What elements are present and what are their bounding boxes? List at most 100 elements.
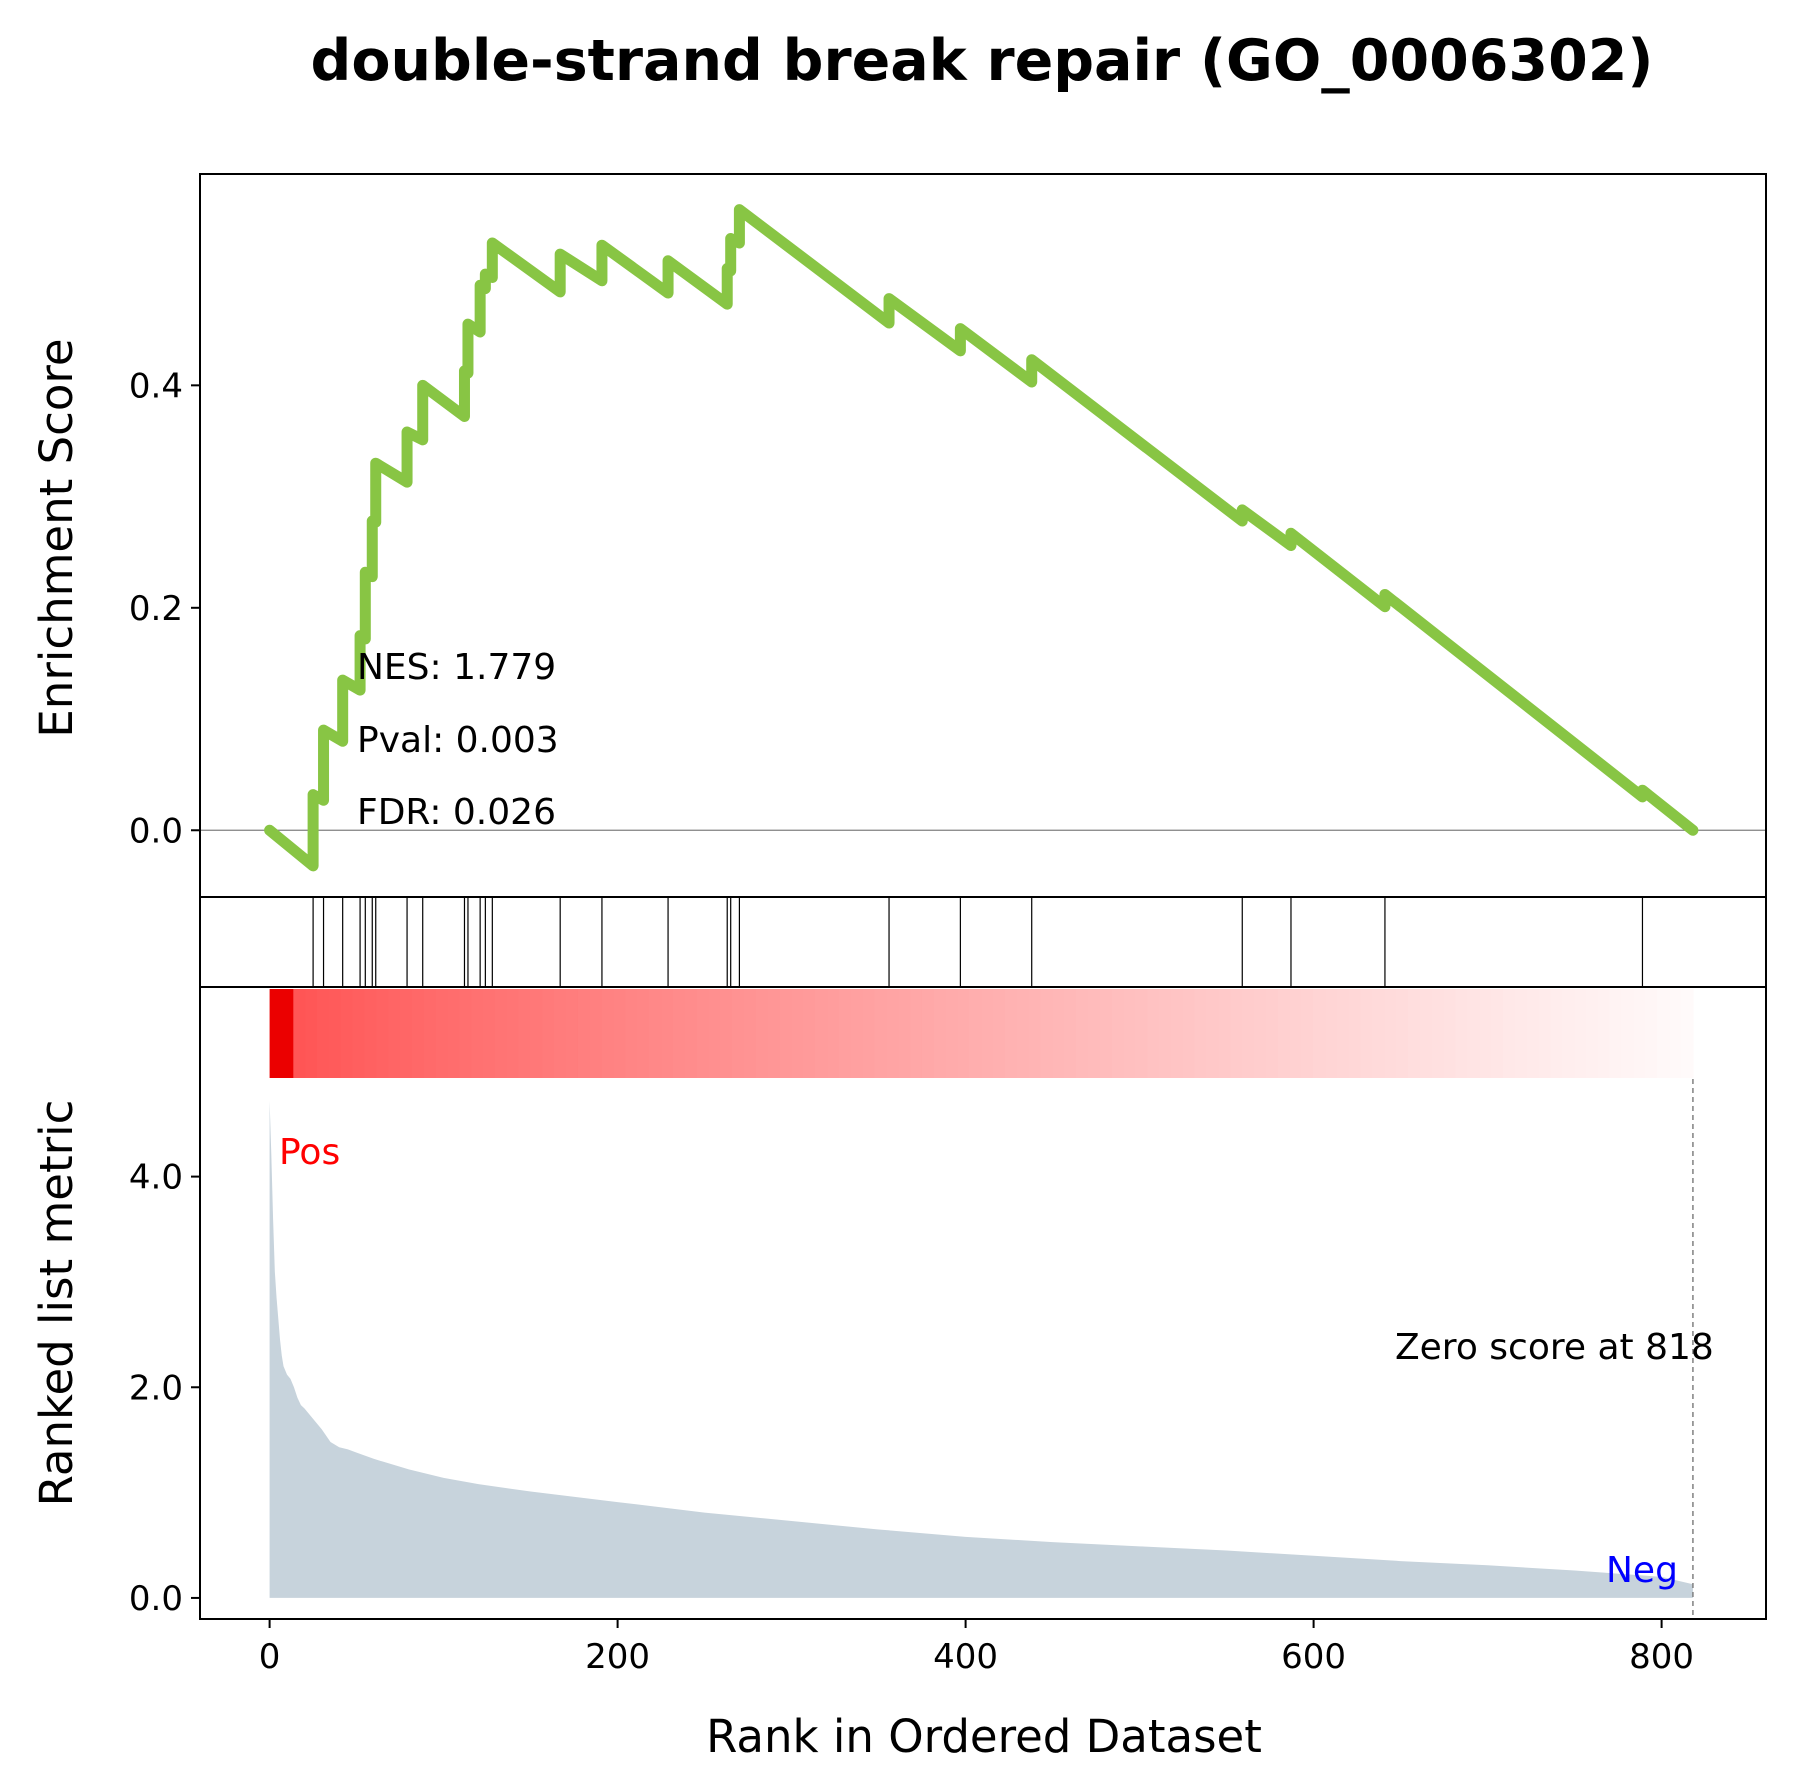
heat-bar-cell [411, 989, 425, 1078]
heat-bar-cell [1265, 989, 1279, 1078]
heat-bar-cell [577, 989, 591, 1078]
heat-bar-cell [1372, 989, 1386, 1078]
heat-bar-cell [1147, 989, 1160, 1078]
metric-y-tick-label: 2.0 [129, 1368, 183, 1408]
heat-bar-cell [601, 989, 615, 1078]
heat-bar-cell [305, 989, 318, 1078]
heat-bar-cell [1586, 989, 1599, 1078]
heat-bar-cell [518, 989, 532, 1078]
metric-y-tick-label: 0.0 [129, 1579, 183, 1619]
heat-bar-cell [1028, 989, 1042, 1078]
heat-bar-cell [791, 989, 804, 1078]
heat-bar-cell [1574, 989, 1587, 1078]
heat-bar-cell [874, 989, 887, 1078]
es-line [264, 204, 1699, 872]
heat-bar-cell [1313, 989, 1326, 1078]
x-tick-label: 0 [259, 1637, 281, 1677]
heat-bar-cell [1099, 989, 1113, 1078]
pos-label: Pos [279, 1132, 340, 1173]
heat-bar-cell [862, 989, 876, 1078]
enrichment-score-panel: NES: 1.779 Pval: 0.003 FDR: 0.026 0.0 0.2… [129, 173, 1767, 898]
heat-bar-cell [1443, 989, 1457, 1078]
heat-bar-cell [1123, 989, 1137, 1078]
es-y-tick-label: 0.0 [129, 811, 183, 851]
heat-bar-cell [340, 989, 354, 1078]
heat-bar-cell [696, 989, 710, 1078]
heat-bar-cell [1621, 989, 1635, 1078]
heat-bar-cell [1016, 989, 1030, 1078]
heat-bar-cell [933, 989, 947, 1078]
heat-bar-cell [672, 989, 686, 1078]
heat-bar-cell [1218, 989, 1231, 1078]
heat-bar-cell [1135, 989, 1148, 1078]
heat-bar-cell [1467, 989, 1481, 1078]
heat-bar-cell [1479, 989, 1492, 1078]
heat-bar-cell [400, 989, 413, 1078]
heat-bar-cell [779, 989, 793, 1078]
gene-hits-panel [199, 896, 1767, 988]
heat-bar-cell [1538, 989, 1552, 1078]
heat-bar-cell [649, 989, 662, 1078]
hit-lines [312, 897, 1644, 987]
zero-score-label: Zero score at 818 [1395, 1327, 1714, 1368]
heat-bar-cell [530, 989, 544, 1078]
es-y-ticks: 0.0 0.2 0.4 [129, 366, 200, 851]
heat-bar-cell [910, 989, 923, 1078]
heat-bar-cell [1277, 989, 1291, 1078]
heat-bar-cell [720, 989, 733, 1078]
heat-bar-cell [850, 989, 864, 1078]
heat-bar-cell [293, 989, 306, 1078]
heat-bar-cell [1064, 989, 1077, 1078]
heat-bar-cell [1337, 989, 1350, 1078]
heat-bar-cell [993, 989, 1006, 1078]
heat-bar-cell [827, 989, 840, 1078]
heat-bar-cell [317, 989, 330, 1078]
x-tick-label: 600 [1281, 1637, 1346, 1677]
heat-bar-cell [542, 989, 555, 1078]
heat-bar-cell [744, 989, 757, 1078]
heat-bar-cell [1526, 989, 1540, 1078]
heat-bar-cell [1171, 989, 1184, 1078]
heat-bar-cell [838, 989, 852, 1078]
heat-bar-cell [1669, 989, 1682, 1078]
heat-bar-cell [637, 989, 650, 1078]
heat-bar-cell [732, 989, 745, 1078]
heat-bar-cell [1396, 989, 1409, 1078]
x-tick-label: 400 [933, 1637, 998, 1677]
heat-bar-cell [554, 989, 567, 1078]
heat-bar-cell [1206, 989, 1220, 1078]
heat-bar-cell [969, 989, 982, 1078]
heat-bar-cell [1076, 989, 1089, 1078]
heat-bar-cell [352, 989, 366, 1078]
heat-bar-cell [898, 989, 911, 1078]
es-y-tick-label: 0.4 [129, 366, 183, 406]
heat-bar-cell [1681, 989, 1694, 1078]
heat-bar-cell [459, 989, 472, 1078]
heat-bar-cell [1420, 989, 1433, 1078]
es-y-tick-label: 0.2 [129, 589, 183, 629]
heat-bar-cell [1004, 989, 1018, 1078]
pval-label: Pval: 0.003 [357, 720, 559, 761]
metric-y-tick-label: 4.0 [129, 1158, 183, 1198]
heat-bar-cell [566, 989, 579, 1078]
heat-bar-cell [589, 989, 603, 1078]
heat-bar-cell [269, 989, 283, 1078]
heat-bar-cell [1348, 989, 1362, 1078]
heat-bar-cell [767, 989, 781, 1078]
heat-bar-cell [1384, 989, 1397, 1078]
heat-bar-cell [1408, 989, 1421, 1078]
heat-bar-cell [1455, 989, 1469, 1078]
heat-bar-cell [815, 989, 828, 1078]
heat-bar-cell [921, 989, 935, 1078]
neg-label: Neg [1606, 1550, 1678, 1591]
es-y-axis-label: Enrichment Score [30, 338, 83, 737]
fdr-label: FDR: 0.026 [357, 792, 556, 833]
heat-bar-cell [1562, 989, 1575, 1078]
heat-bar-cell [506, 989, 520, 1078]
x-axis-ticks: 0 200 400 600 800 [259, 1619, 1694, 1677]
heat-bar-cell [945, 989, 959, 1078]
heat-bar-cell [328, 989, 342, 1078]
heat-bar-cell [471, 989, 484, 1078]
heat-bar-cell [957, 989, 970, 1078]
